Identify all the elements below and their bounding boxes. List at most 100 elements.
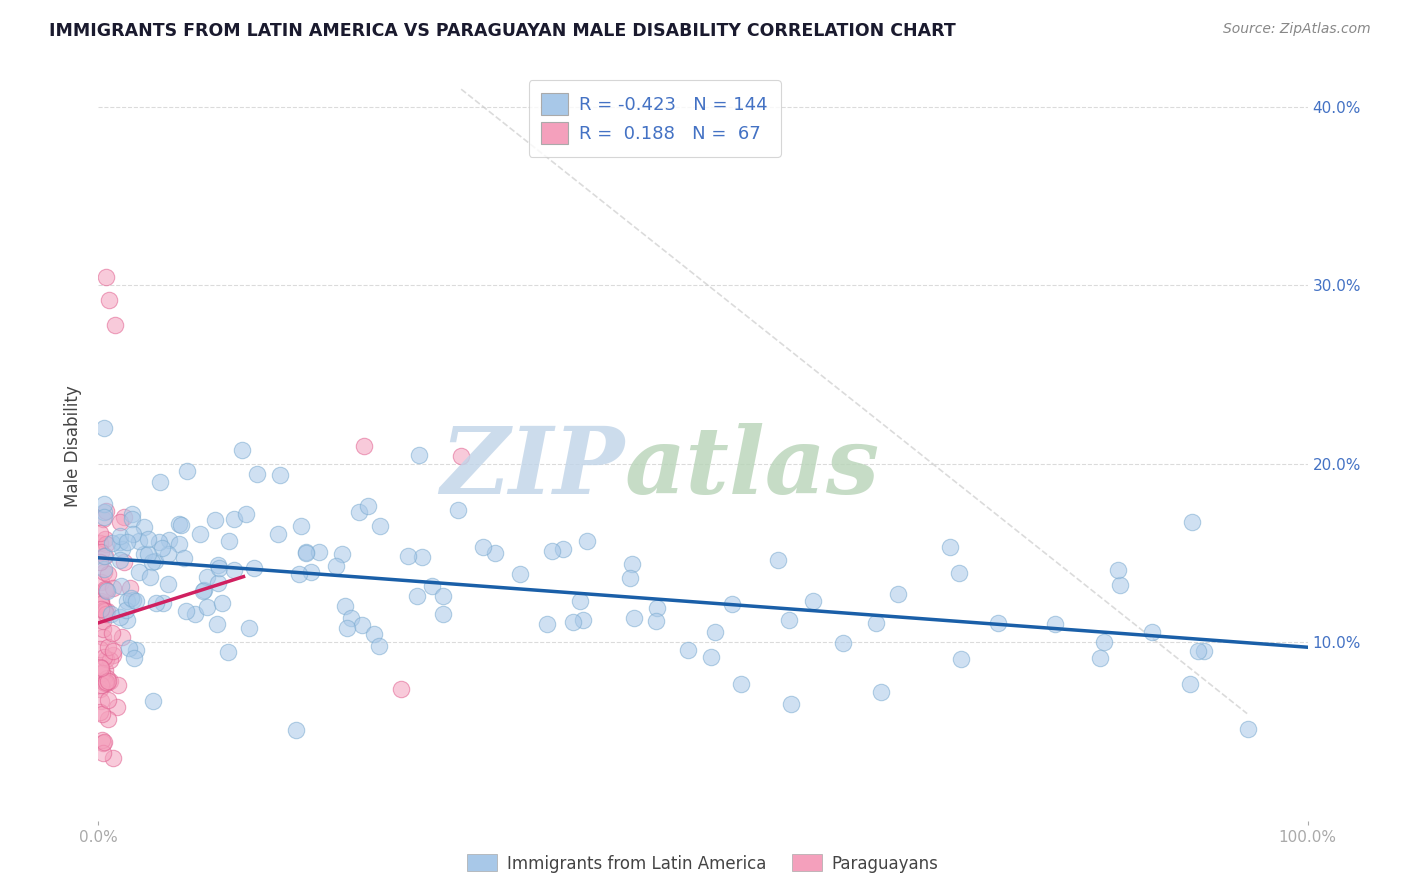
Point (645, 600, 668, 615)
Point (211, 596, 233, 610)
Point (91, 733, 114, 747)
Point (243, 561, 266, 575)
Point (704, 625, 727, 640)
Point (152, 596, 174, 610)
Point (125, 642, 148, 657)
Point (299, 565, 322, 579)
Point (562, 615, 585, 629)
Point (193, 583, 215, 598)
Point (145, 596, 167, 610)
Point (266, 527, 288, 541)
Point (134, 547, 156, 561)
Point (193, 583, 215, 598)
Point (432, 590, 454, 604)
Point (870, 685, 893, 699)
Point (128, 533, 150, 548)
Point (108, 515, 131, 529)
Point (91, 736, 114, 750)
Point (1107, 563, 1129, 577)
Point (117, 640, 139, 655)
Point (145, 554, 167, 568)
Point (1192, 644, 1215, 658)
Y-axis label: Male Disability: Male Disability (65, 385, 83, 507)
Point (122, 650, 145, 665)
Point (91, 622, 114, 636)
Point (432, 607, 454, 622)
Point (89, 555, 111, 569)
Point (167, 537, 190, 551)
Point (94, 582, 117, 596)
Text: atlas: atlas (624, 424, 880, 514)
Point (575, 534, 598, 549)
Point (987, 616, 1010, 631)
Point (217, 645, 239, 659)
Point (269, 468, 291, 483)
Text: Source: ZipAtlas.com: Source: ZipAtlas.com (1223, 22, 1371, 37)
Point (90, 601, 112, 615)
Point (568, 594, 591, 608)
Point (350, 618, 373, 632)
Point (363, 627, 385, 641)
Point (1140, 625, 1163, 640)
Point (93, 421, 115, 435)
Point (1181, 515, 1204, 529)
Point (353, 439, 375, 453)
Point (101, 750, 124, 764)
Point (246, 467, 269, 481)
Point (97, 566, 120, 581)
Point (887, 587, 910, 601)
Point (325, 559, 347, 574)
Point (948, 566, 970, 580)
Point (720, 597, 742, 611)
Point (104, 318, 127, 332)
Point (295, 546, 318, 560)
Point (148, 534, 170, 549)
Point (347, 505, 370, 519)
Point (120, 591, 142, 605)
Point (89, 596, 111, 610)
Point (93, 549, 115, 564)
Point (108, 535, 131, 549)
Point (509, 566, 531, 581)
Point (204, 513, 226, 527)
Point (218, 534, 240, 549)
Point (205, 616, 228, 631)
Point (1043, 616, 1066, 631)
Point (141, 555, 163, 569)
Point (89, 526, 111, 541)
Point (98, 653, 121, 667)
Point (447, 502, 470, 516)
Point (406, 589, 429, 603)
Point (157, 577, 180, 591)
Point (207, 558, 229, 572)
Point (121, 511, 143, 525)
Point (96, 584, 118, 599)
Point (408, 448, 430, 462)
Point (94, 537, 117, 551)
Point (121, 592, 143, 607)
Point (101, 643, 124, 657)
Point (623, 611, 645, 625)
Point (1237, 722, 1260, 736)
Point (335, 599, 357, 613)
Point (1187, 644, 1209, 658)
Point (553, 541, 575, 556)
Point (90, 594, 112, 608)
Point (97, 712, 120, 726)
Point (105, 700, 128, 714)
Point (94, 604, 117, 618)
Point (357, 499, 380, 513)
Point (94, 269, 117, 284)
Point (100, 607, 122, 621)
Point (620, 557, 643, 571)
Point (238, 621, 260, 635)
Point (89, 681, 111, 696)
Point (94, 675, 117, 690)
Point (208, 560, 231, 574)
Point (91, 512, 114, 526)
Point (100, 536, 122, 550)
Point (950, 652, 973, 666)
Point (536, 616, 558, 631)
Point (235, 507, 257, 521)
Point (96, 607, 118, 622)
